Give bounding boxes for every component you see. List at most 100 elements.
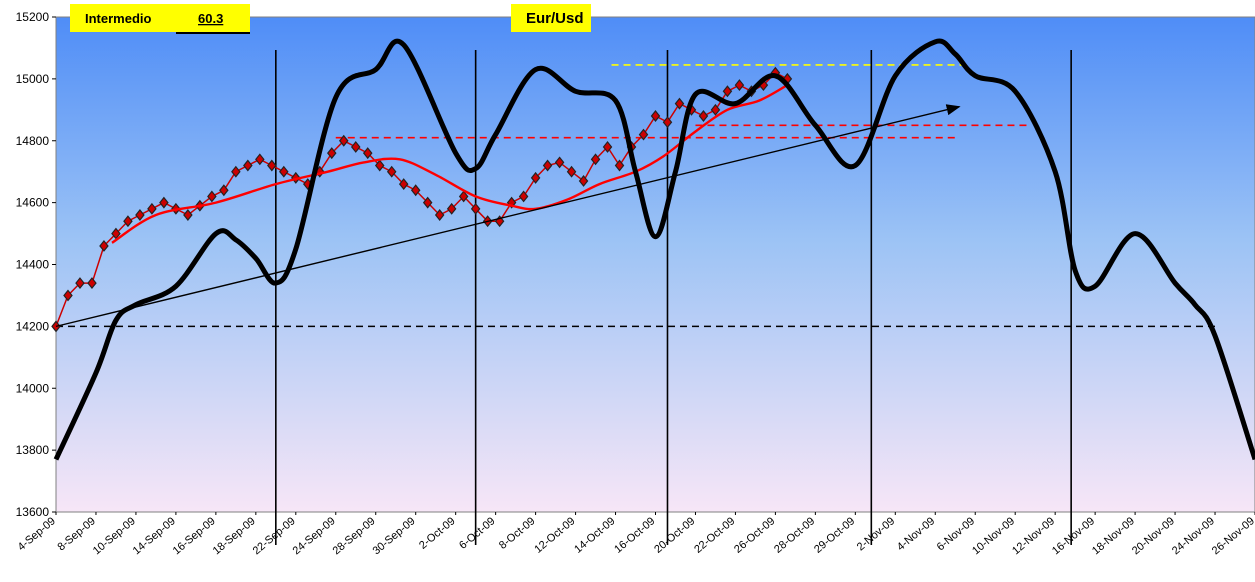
price-point: [374, 159, 385, 172]
y-tick-label: 15000: [16, 72, 50, 86]
x-tick-label: 4-Nov-09: [895, 515, 937, 553]
x-tick-label: 28-Oct-09: [772, 515, 817, 556]
price-point: [638, 128, 649, 141]
price-point: [470, 202, 481, 215]
price-point: [219, 184, 229, 197]
x-tick-label: 20-Oct-09: [652, 515, 697, 556]
y-tick-label: 14600: [16, 196, 50, 210]
y-tick-label: 14800: [16, 134, 50, 148]
x-tick-label: 29-Oct-09: [812, 515, 857, 556]
y-tick-label: 14000: [16, 381, 50, 395]
series-layer: [51, 38, 1255, 461]
trend-arrow: [55, 104, 961, 328]
cycle-wave-line: [53, 38, 1255, 461]
badge-value: 60.3: [198, 11, 223, 26]
x-tick-label: 30-Sep-09: [371, 515, 418, 557]
x-tick-label: 14-Sep-09: [131, 515, 178, 557]
y-tick-label: 15200: [16, 10, 50, 24]
y-tick-label: 14200: [16, 319, 50, 333]
x-tick-label: 18-Nov-09: [1090, 515, 1137, 557]
x-tick-label: 10-Sep-09: [91, 515, 138, 557]
price-point: [207, 190, 217, 203]
price-point: [63, 289, 73, 302]
badge-intermedio: Intermedio 60.3: [70, 4, 250, 34]
price-point: [518, 190, 529, 203]
x-tick-label: 16-Nov-09: [1050, 515, 1097, 557]
plot-area: [55, 16, 1255, 513]
price-point: [362, 147, 373, 160]
x-tick-label: 22-Sep-09: [251, 515, 298, 557]
x-tick-label: 26-Oct-09: [732, 515, 777, 556]
price-point: [87, 277, 97, 290]
x-tick-label: 26-Nov-09: [1210, 515, 1255, 557]
x-tick-label: 20-Nov-09: [1130, 515, 1177, 557]
price-point: [698, 110, 709, 122]
price-point: [566, 165, 577, 178]
x-tick-label: 18-Sep-09: [211, 515, 258, 557]
price-point: [530, 171, 541, 184]
reference-lines: [56, 64, 1220, 328]
badge-value-box: [178, 4, 250, 32]
cycle-dividers: [275, 50, 1072, 545]
price-point: [123, 215, 133, 228]
price-point: [542, 159, 553, 172]
price-point: [614, 159, 625, 172]
price-point: [446, 202, 457, 215]
x-tick-label: 12-Nov-09: [1010, 515, 1057, 557]
x-tick-label: 2-Nov-09: [855, 515, 897, 553]
chart-title-box: Eur/Usd: [511, 4, 591, 32]
price-point: [422, 196, 433, 209]
x-tick-label: 24-Nov-09: [1170, 515, 1217, 557]
price-point: [410, 184, 421, 197]
price-point: [398, 178, 409, 191]
x-tick-label: 16-Oct-09: [612, 515, 657, 556]
price-point: [255, 153, 265, 166]
price-point: [578, 175, 589, 187]
price-point: [159, 196, 169, 209]
price-point: [279, 165, 289, 178]
moving-average-line: [111, 84, 788, 244]
title-box: [511, 4, 591, 32]
x-tick-label: 28-Sep-09: [331, 515, 378, 557]
price-point: [650, 110, 661, 122]
y-tick-label: 13800: [16, 443, 50, 457]
price-point: [458, 190, 469, 203]
price-point: [183, 209, 193, 221]
price-point: [99, 239, 109, 252]
price-point: [602, 140, 613, 153]
price-point: [75, 277, 85, 290]
price-point: [734, 79, 745, 92]
price-point: [231, 165, 241, 178]
price-point: [590, 153, 601, 166]
x-tick-label: 12-Oct-09: [532, 515, 577, 556]
y-tick-label: 13600: [16, 505, 50, 519]
price-point: [135, 209, 145, 221]
x-tick-label: 10-Nov-09: [970, 515, 1017, 557]
price-point: [327, 147, 337, 160]
y-axis: 13600 13800 14000 14200 14400 14600 14800 15000…: [16, 10, 56, 519]
price-point: [267, 159, 277, 172]
price-point: [710, 103, 721, 116]
x-tick-label: 22-Oct-09: [692, 515, 737, 556]
x-tick-label: 4-Sep-09: [16, 515, 58, 553]
y-tick-label: 14400: [16, 258, 50, 272]
badge-label-box: [70, 4, 178, 32]
badge-label: Intermedio: [85, 11, 152, 26]
price-point: [243, 159, 253, 172]
x-tick-label: 2-Oct-09: [417, 515, 457, 552]
price-point: [350, 140, 361, 153]
x-axis: 4-Sep-098-Sep-0910-Sep-0914-Sep-0916-Sep…: [16, 512, 1255, 557]
chart-title: Eur/Usd: [526, 10, 584, 27]
price-point: [674, 97, 685, 110]
price-point: [434, 209, 445, 221]
price-point: [147, 202, 157, 215]
x-tick-label: 6-Oct-09: [457, 515, 497, 552]
price-point: [338, 134, 349, 147]
price-point: [111, 227, 121, 240]
price-point: [722, 85, 733, 98]
price-point: [554, 156, 565, 169]
x-tick-label: 14-Oct-09: [572, 515, 617, 556]
price-point: [386, 165, 397, 178]
